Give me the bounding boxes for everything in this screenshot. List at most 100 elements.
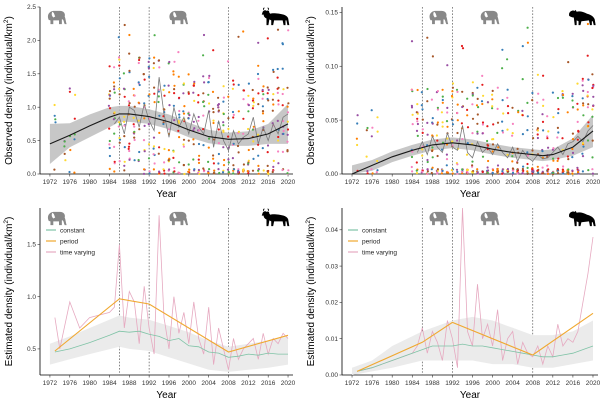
- observation-point: [571, 147, 574, 151]
- observation-point: [591, 172, 595, 175]
- observation-point: [232, 83, 235, 86]
- observation-point: [496, 171, 499, 174]
- observation-point: [456, 111, 459, 115]
- y-tick-label: 0.00: [325, 171, 338, 178]
- x-tick-label: 1988: [122, 179, 137, 186]
- observation-point: [561, 168, 565, 171]
- series-line-time-varying: [54, 215, 289, 370]
- observation-point: [542, 74, 545, 77]
- x-tick-label: 1976: [63, 380, 78, 387]
- observation-point: [476, 113, 479, 116]
- observation-point: [431, 149, 434, 153]
- observation-point: [517, 111, 520, 114]
- observation-point: [537, 92, 540, 95]
- observation-point: [117, 125, 120, 128]
- observation-point: [226, 60, 230, 63]
- observation-point: [355, 137, 358, 140]
- observation-point: [486, 125, 489, 128]
- observation-point: [182, 164, 185, 167]
- observation-point: [511, 122, 514, 125]
- observation-point: [421, 170, 424, 173]
- observation-point: [242, 89, 246, 92]
- observation-point: [118, 123, 121, 126]
- observation-point: [510, 134, 514, 137]
- y-axis-title: Estimated density (individual/km2): [3, 217, 15, 367]
- observation-point: [581, 79, 584, 82]
- observation-point: [542, 98, 545, 101]
- observation-point: [482, 94, 485, 97]
- observation-point: [223, 158, 226, 162]
- observation-point: [501, 170, 504, 173]
- confidence-ribbon: [49, 103, 289, 164]
- observation-point: [430, 98, 433, 101]
- observation-point: [416, 122, 419, 126]
- estimate-band: [49, 315, 289, 372]
- observation-point: [261, 105, 264, 108]
- observation-point: [63, 152, 66, 155]
- observation-point: [73, 138, 76, 141]
- observation-point: [251, 107, 254, 110]
- observation-point: [426, 87, 429, 91]
- observation-point: [252, 101, 255, 104]
- observation-point: [277, 135, 280, 139]
- observation-point: [222, 96, 225, 99]
- observation-point: [415, 169, 418, 172]
- observation-point: [546, 164, 549, 167]
- observation-point: [207, 81, 210, 84]
- observation-point: [546, 115, 549, 118]
- observation-point: [511, 106, 514, 109]
- observation-point: [416, 120, 419, 123]
- observation-point: [157, 59, 161, 62]
- observation-point: [168, 104, 171, 107]
- observation-point: [511, 132, 514, 135]
- observation-point: [277, 86, 280, 89]
- observation-point: [476, 97, 479, 100]
- observation-point: [476, 86, 479, 89]
- observation-point: [257, 169, 260, 172]
- observation-point: [222, 146, 225, 149]
- observation-point: [107, 104, 110, 107]
- observation-point: [521, 167, 525, 171]
- elephant-icon: [480, 10, 500, 25]
- observation-point: [231, 87, 234, 90]
- panel-bottom-right: 1972 1976 1980 1984 1988 1992 1996 2000 2004 2008…: [305, 207, 601, 401]
- observation-point: [286, 128, 290, 131]
- x-tick-label: 2012: [546, 380, 561, 387]
- observation-point: [531, 149, 534, 152]
- observation-point: [456, 163, 459, 166]
- observation-point: [237, 83, 240, 86]
- observation-point: [277, 139, 280, 142]
- observation-point: [376, 159, 379, 163]
- observation-point: [466, 142, 469, 145]
- observation-point: [147, 157, 151, 160]
- y-tick-label: 0.5: [27, 138, 36, 145]
- observation-point: [198, 154, 201, 157]
- observation-point: [506, 96, 509, 99]
- observation-point: [173, 119, 176, 122]
- observation-point: [430, 171, 433, 175]
- observation-point: [376, 116, 379, 119]
- observation-point: [69, 148, 72, 152]
- x-tick-label: 2016: [261, 179, 276, 186]
- observation-point: [247, 127, 250, 131]
- observation-point: [252, 125, 255, 128]
- observation-point: [441, 98, 444, 102]
- observation-point: [226, 168, 230, 171]
- observation-point: [207, 93, 210, 96]
- observation-point: [197, 158, 200, 161]
- x-tick-label: 2000: [485, 380, 500, 387]
- observation-point: [257, 143, 260, 146]
- observation-point: [536, 127, 540, 130]
- observation-point: [133, 105, 136, 108]
- observation-point: [74, 93, 77, 96]
- observation-point: [487, 159, 490, 163]
- observation-point: [526, 172, 529, 175]
- observation-point: [207, 146, 210, 149]
- observation-point: [178, 113, 181, 116]
- observation-point: [257, 92, 260, 95]
- observation-point: [133, 125, 136, 128]
- observation-point: [277, 150, 280, 153]
- observation-point: [123, 146, 126, 149]
- observation-point: [172, 156, 175, 159]
- observation-point: [576, 102, 579, 105]
